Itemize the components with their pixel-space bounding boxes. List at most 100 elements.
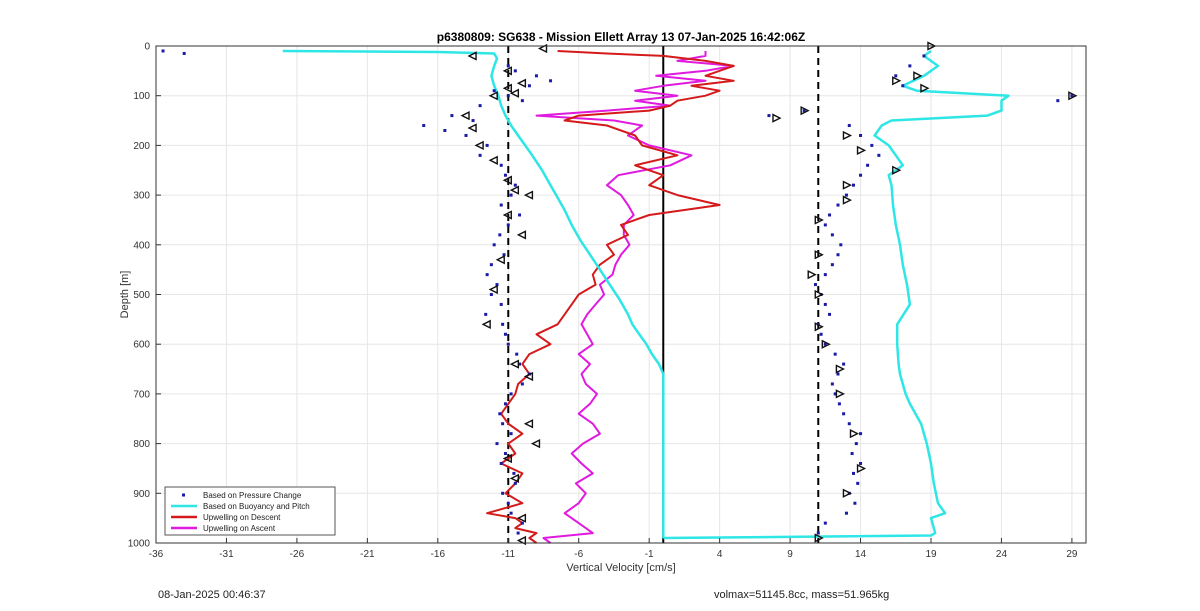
- descent-marker: [474, 140, 484, 151]
- pressure-point: [509, 511, 513, 515]
- pressure-point: [478, 104, 482, 108]
- ascent-marker: [892, 76, 902, 86]
- pressure-point: [513, 481, 517, 485]
- y-tick-label: 300: [133, 191, 150, 202]
- descent-marker: [488, 91, 498, 101]
- pressure-point: [823, 273, 827, 277]
- pressure-point: [844, 511, 848, 515]
- pressure-point: [503, 452, 507, 456]
- pressure-point: [450, 114, 454, 118]
- ascent-marker: [856, 463, 867, 474]
- pressure-point: [859, 133, 863, 137]
- pressure-point: [485, 143, 489, 147]
- pressure-point: [518, 362, 522, 366]
- pressure-point: [828, 213, 832, 217]
- pressure-point: [830, 382, 834, 386]
- pressure-point: [518, 213, 522, 217]
- timestamp-text: 08-Jan-2025 00:46:37: [158, 589, 266, 601]
- pressure-point: [506, 94, 510, 98]
- pressure-point: [520, 99, 524, 103]
- pressure-point: [506, 223, 510, 227]
- descent-marker: [523, 190, 534, 200]
- descent-marker: [467, 123, 477, 133]
- y-tick-label: 100: [133, 91, 150, 102]
- pressure-point: [767, 114, 771, 118]
- pressure-point: [527, 84, 531, 88]
- ascent-marker: [842, 195, 853, 205]
- y-tick-label: 0: [144, 42, 150, 53]
- pressure-point: [509, 392, 513, 396]
- x-tick-label: 24: [996, 549, 1008, 560]
- axes: -36 -31 -26 -21 -16 -11 -6 -1 4 9 14 19 24 29 0 100 200 3…: [128, 42, 1087, 560]
- pressure-point: [870, 143, 874, 147]
- pressure-point: [516, 531, 520, 535]
- descent-marker: [502, 210, 512, 220]
- pressure-point: [859, 461, 863, 465]
- descent-marker: [467, 51, 477, 61]
- pressure-point: [816, 531, 820, 535]
- descent-marker: [509, 88, 520, 98]
- chart-title: p6380809: SG638 - Mission Ellett Array 1…: [437, 30, 805, 44]
- pressure-point: [908, 64, 912, 68]
- x-tick-label: -31: [219, 549, 234, 560]
- pressure-point: [499, 461, 503, 465]
- pressure-point: [842, 412, 846, 416]
- ascent-marker: [814, 250, 824, 260]
- descent-marker: [495, 255, 505, 265]
- x-tick-label: -1: [645, 549, 654, 560]
- pressure-point: [422, 124, 426, 128]
- y-tick-label: 1000: [128, 539, 151, 550]
- ascent-marker: [814, 533, 824, 543]
- pressure-point: [853, 501, 857, 505]
- pressure-point: [813, 283, 817, 287]
- pressure-point: [501, 422, 505, 426]
- y-tick-label: 800: [133, 439, 150, 450]
- descent-marker: [509, 185, 520, 195]
- plot-frame: [155, 45, 1087, 544]
- pressure-point: [520, 382, 524, 386]
- ascent-marker: [800, 105, 810, 116]
- pressure-point: [492, 243, 496, 247]
- legend-label: Upwelling on Descent: [203, 513, 281, 522]
- pressure-point: [854, 442, 858, 446]
- descent-marker: [481, 319, 491, 329]
- ascent-marker: [814, 322, 824, 332]
- pressure-point: [837, 402, 841, 406]
- ascent-marker: [849, 429, 860, 439]
- descent-marker: [509, 473, 520, 484]
- ascent-marker: [842, 488, 853, 498]
- pressure-point: [495, 283, 499, 287]
- pressure-point: [513, 69, 517, 73]
- series-buoyancy-descent: [282, 49, 665, 538]
- ascent-marker: [1068, 91, 1078, 101]
- x-tick-label: 14: [855, 549, 867, 560]
- pressure-point: [852, 183, 855, 187]
- pressure-point: [503, 332, 507, 336]
- pressure-point: [489, 263, 493, 267]
- descent-marker: [530, 438, 541, 449]
- x-tick-label: -6: [574, 549, 583, 560]
- pressure-point: [503, 173, 507, 177]
- x-tick-label: 4: [717, 549, 723, 560]
- pressure-point: [499, 203, 503, 207]
- pressure-point: [502, 253, 506, 257]
- pressure-point: [901, 84, 905, 88]
- pressure-point: [443, 128, 447, 132]
- legend-label: Upwelling on Ascent: [203, 524, 276, 533]
- pressure-point: [844, 193, 848, 197]
- pressure-point: [836, 203, 840, 207]
- pressure-point: [828, 312, 832, 316]
- pressure-point: [506, 64, 510, 68]
- pressure-point: [506, 501, 510, 505]
- pressure-point: [501, 322, 505, 326]
- y-tick-label: 200: [133, 141, 150, 152]
- pressure-point: [499, 163, 503, 167]
- pressure-point: [823, 223, 827, 227]
- scatter-markers: [161, 41, 1078, 546]
- descent-marker: [502, 175, 512, 185]
- x-tick-label: 9: [787, 549, 793, 560]
- ascent-marker: [835, 364, 845, 374]
- x-tick-label: -36: [149, 549, 164, 560]
- ascent-marker: [835, 389, 845, 399]
- pressure-point: [894, 74, 898, 78]
